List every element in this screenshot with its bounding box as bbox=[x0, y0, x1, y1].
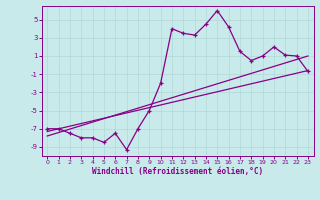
X-axis label: Windchill (Refroidissement éolien,°C): Windchill (Refroidissement éolien,°C) bbox=[92, 167, 263, 176]
